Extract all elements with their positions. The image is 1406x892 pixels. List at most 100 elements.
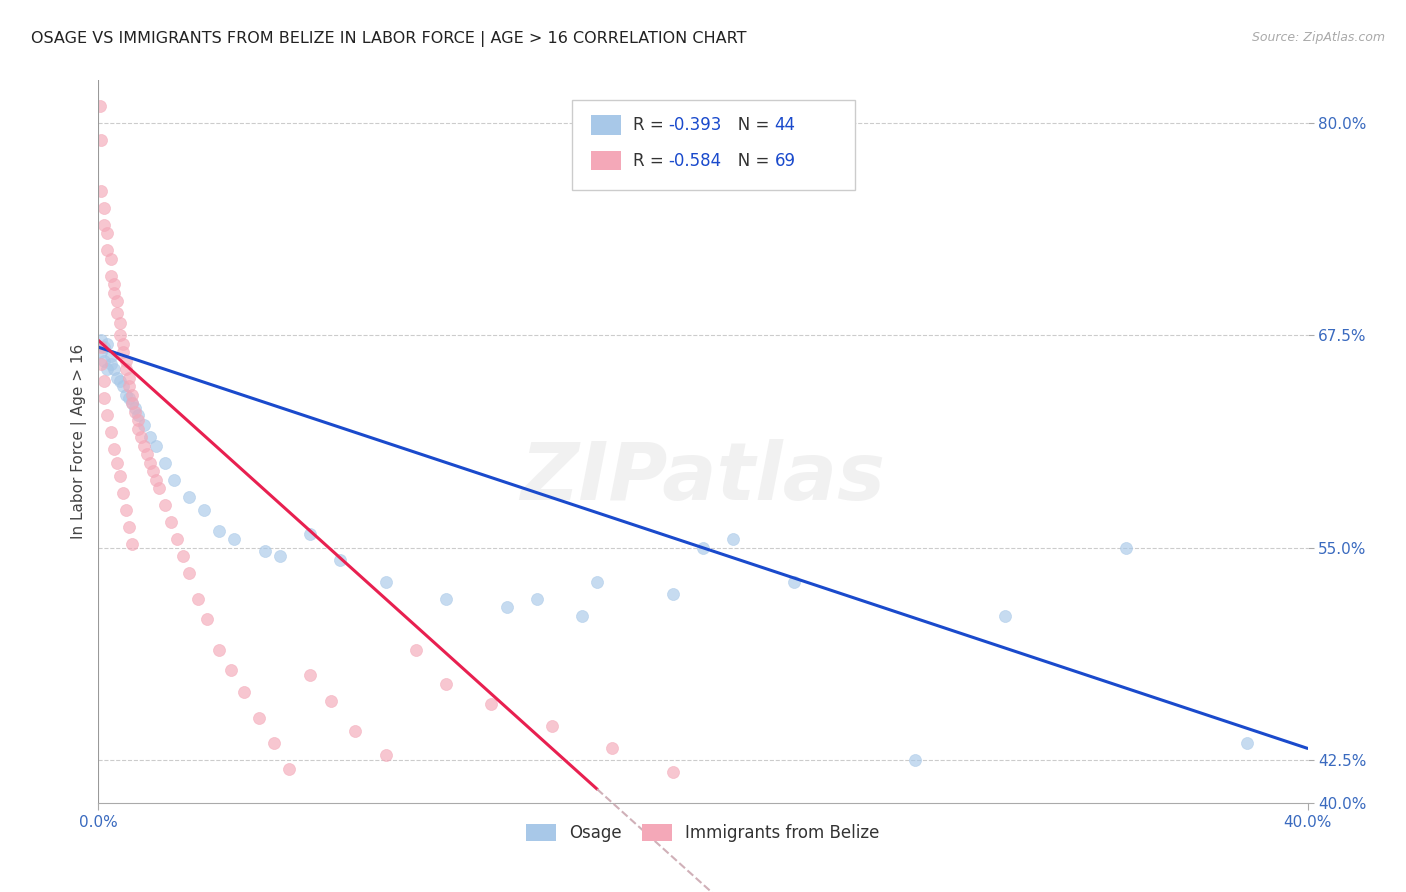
Point bbox=[93, 353, 115, 368]
Point bbox=[586, 574, 609, 589]
Point bbox=[121, 396, 143, 410]
Point bbox=[118, 371, 141, 385]
Point bbox=[108, 317, 131, 331]
Point bbox=[114, 362, 136, 376]
Point bbox=[163, 473, 186, 487]
Text: -0.584: -0.584 bbox=[669, 152, 721, 169]
Point bbox=[105, 294, 128, 309]
Point bbox=[103, 277, 125, 292]
Text: 44: 44 bbox=[775, 116, 796, 134]
Point bbox=[405, 642, 427, 657]
Point bbox=[221, 663, 243, 677]
Point bbox=[111, 379, 134, 393]
Point bbox=[232, 685, 254, 699]
Text: R =: R = bbox=[633, 116, 669, 134]
Point bbox=[179, 566, 201, 581]
Point bbox=[96, 227, 118, 241]
Point bbox=[571, 608, 593, 623]
Point bbox=[93, 218, 115, 232]
Point bbox=[96, 244, 118, 258]
Point bbox=[129, 430, 152, 444]
Point bbox=[93, 340, 115, 354]
Text: 69: 69 bbox=[775, 152, 796, 169]
Point bbox=[103, 285, 125, 300]
Point bbox=[145, 473, 167, 487]
Point bbox=[263, 736, 285, 750]
Point bbox=[481, 697, 503, 711]
Point bbox=[103, 442, 125, 457]
Point bbox=[100, 252, 122, 266]
Point bbox=[661, 765, 683, 780]
Point bbox=[90, 340, 112, 354]
Point bbox=[160, 516, 183, 530]
Point bbox=[661, 587, 683, 601]
Text: Source: ZipAtlas.com: Source: ZipAtlas.com bbox=[1251, 31, 1385, 45]
Point bbox=[208, 524, 231, 538]
Text: N =: N = bbox=[723, 116, 775, 134]
Point bbox=[247, 711, 270, 725]
Point bbox=[1115, 541, 1137, 555]
Point bbox=[193, 503, 215, 517]
Point bbox=[89, 99, 111, 113]
Point bbox=[108, 374, 131, 388]
Point bbox=[127, 413, 149, 427]
Point bbox=[121, 396, 143, 410]
Point bbox=[783, 574, 806, 589]
Text: -0.393: -0.393 bbox=[669, 116, 723, 134]
Point bbox=[142, 464, 165, 478]
Point bbox=[994, 608, 1017, 623]
Point bbox=[329, 552, 352, 566]
Point bbox=[90, 184, 112, 198]
Text: ZIPatlas: ZIPatlas bbox=[520, 439, 886, 516]
Point bbox=[114, 353, 136, 368]
Point bbox=[344, 724, 367, 739]
Point bbox=[374, 748, 396, 763]
Point bbox=[723, 533, 745, 547]
Point bbox=[253, 544, 276, 558]
Point bbox=[127, 408, 149, 422]
Text: R =: R = bbox=[633, 152, 669, 169]
Point bbox=[96, 362, 118, 376]
Y-axis label: In Labor Force | Age > 16: In Labor Force | Age > 16 bbox=[72, 344, 87, 539]
Point bbox=[93, 374, 115, 388]
Point bbox=[540, 719, 562, 733]
Point bbox=[114, 388, 136, 402]
Point bbox=[90, 334, 112, 348]
Point bbox=[121, 537, 143, 551]
Point bbox=[132, 418, 155, 433]
Point bbox=[602, 741, 624, 756]
Point bbox=[277, 762, 299, 776]
Point bbox=[121, 388, 143, 402]
Point bbox=[187, 591, 209, 606]
Point bbox=[166, 533, 188, 547]
Legend: Osage, Immigrants from Belize: Osage, Immigrants from Belize bbox=[519, 817, 887, 848]
Point bbox=[127, 422, 149, 436]
Point bbox=[100, 349, 122, 363]
Point bbox=[208, 642, 231, 657]
Point bbox=[90, 357, 112, 371]
Point bbox=[105, 456, 128, 470]
Point bbox=[179, 490, 201, 504]
Point bbox=[269, 549, 291, 564]
Point bbox=[132, 439, 155, 453]
Point bbox=[100, 425, 122, 440]
Point bbox=[100, 357, 122, 371]
Point bbox=[153, 498, 176, 512]
Point bbox=[135, 447, 157, 461]
Point bbox=[108, 469, 131, 483]
Point bbox=[299, 668, 322, 682]
Point bbox=[118, 379, 141, 393]
Point bbox=[96, 408, 118, 422]
Point bbox=[299, 527, 322, 541]
Text: N =: N = bbox=[721, 152, 775, 169]
Point bbox=[93, 391, 115, 405]
Point bbox=[145, 439, 167, 453]
Point bbox=[96, 336, 118, 351]
Point bbox=[153, 456, 176, 470]
Text: OSAGE VS IMMIGRANTS FROM BELIZE IN LABOR FORCE | AGE > 16 CORRELATION CHART: OSAGE VS IMMIGRANTS FROM BELIZE IN LABOR… bbox=[31, 31, 747, 47]
Point bbox=[100, 268, 122, 283]
Point bbox=[90, 133, 112, 147]
Point bbox=[108, 328, 131, 343]
Point bbox=[526, 591, 548, 606]
Point bbox=[1236, 736, 1258, 750]
